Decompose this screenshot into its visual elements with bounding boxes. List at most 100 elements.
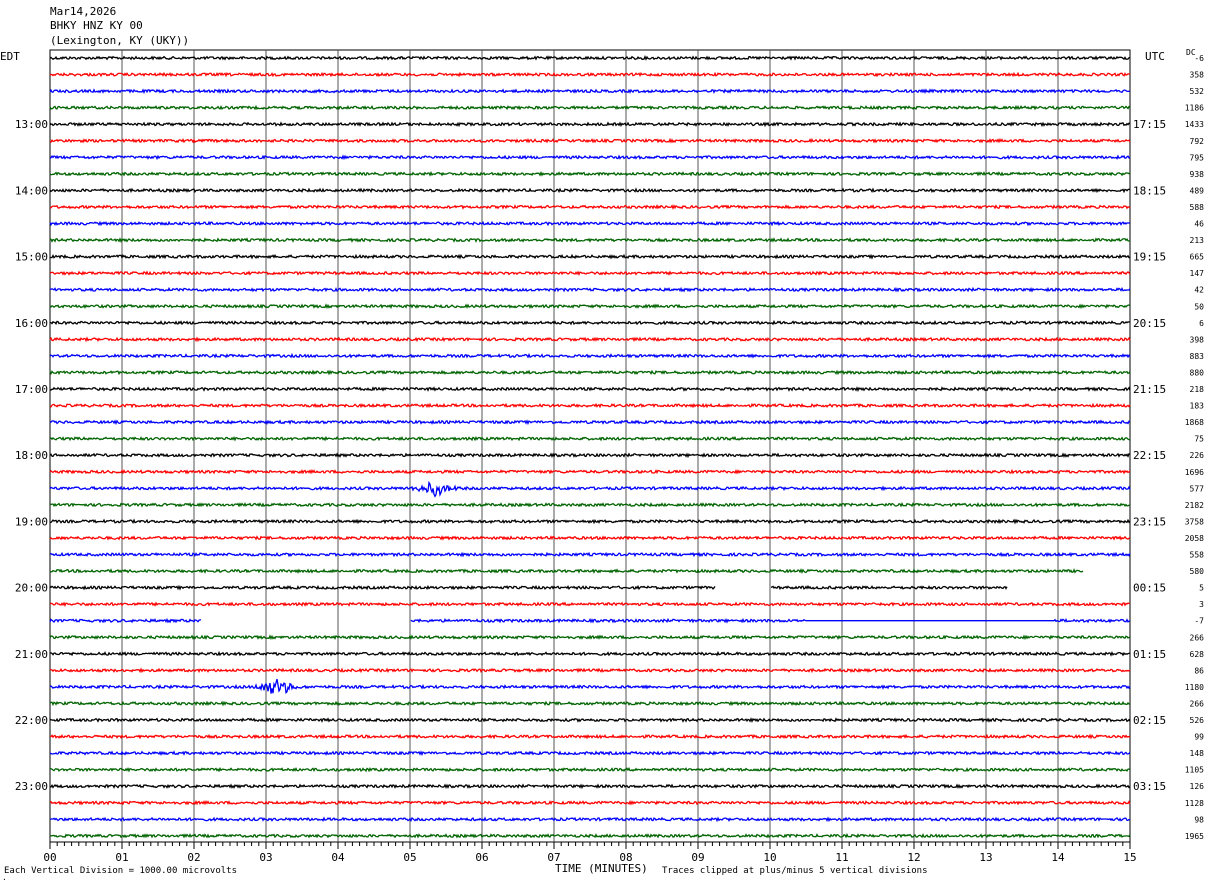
dc-offset-label: 1180 xyxy=(1185,683,1204,692)
trace-row xyxy=(49,480,1131,498)
dc-offset-label: 266 xyxy=(1190,699,1205,708)
x-tick-label: 03 xyxy=(259,851,272,864)
dc-offset-label: 5 xyxy=(1199,584,1204,593)
left-timezone-label: EDT xyxy=(0,50,20,63)
right-timezone-label: UTC xyxy=(1145,50,1165,63)
trace-row xyxy=(49,584,1008,591)
traces xyxy=(49,54,1131,839)
dc-offset-label: 6 xyxy=(1199,319,1204,328)
right-hour-label: 01:15 xyxy=(1133,648,1166,661)
trace-row xyxy=(49,71,1131,78)
left-hour-label: 21:00 xyxy=(15,648,48,661)
dc-offset-label: 86 xyxy=(1194,666,1204,675)
trace-row xyxy=(49,154,1131,161)
header-station: BHKY HNZ KY 00 xyxy=(50,19,143,32)
right-hour-label: 23:15 xyxy=(1133,515,1166,528)
trace-row xyxy=(49,452,1131,459)
dc-offset-label: 213 xyxy=(1190,236,1205,245)
dc-offset-label: 358 xyxy=(1190,71,1205,80)
x-tick-label: 15 xyxy=(1123,851,1136,864)
left-hour-label: 13:00 xyxy=(15,118,48,131)
x-tick-label: 01 xyxy=(115,851,128,864)
x-tick-label: 14 xyxy=(1051,851,1065,864)
left-hour-label: 20:00 xyxy=(15,582,48,595)
trace-row xyxy=(49,319,1131,326)
trace-row xyxy=(49,402,1131,409)
clip-note: Traces clipped at plus/minus 5 vertical … xyxy=(662,866,928,876)
right-hour-label: 20:15 xyxy=(1133,317,1166,330)
dc-offset-label: 1128 xyxy=(1185,799,1204,808)
dc-offset-label: 1186 xyxy=(1185,104,1204,113)
trace-row xyxy=(49,783,1131,790)
trace-row xyxy=(49,601,1131,608)
grid xyxy=(49,49,1131,843)
dc-offset-label: 46 xyxy=(1194,220,1204,229)
dc-offset-label: 580 xyxy=(1190,567,1205,576)
trace-row xyxy=(49,667,1131,674)
trace-row xyxy=(49,750,1131,757)
dc-offset-label: 126 xyxy=(1190,782,1205,791)
trace-row xyxy=(49,121,1131,128)
trace-row xyxy=(49,617,1131,624)
dc-offset-label: 3 xyxy=(1199,600,1204,609)
trace-row xyxy=(49,104,1131,111)
trace-row xyxy=(49,220,1131,227)
trace-row xyxy=(49,336,1131,343)
dc-offset-label: 792 xyxy=(1190,137,1205,146)
trace-row xyxy=(49,634,1131,641)
plot-frame xyxy=(49,49,1131,843)
dc-offset-label: 42 xyxy=(1194,286,1204,295)
x-axis-title: TIME (MINUTES) xyxy=(555,862,648,875)
dc-offset-label: 526 xyxy=(1190,716,1205,725)
trace-row xyxy=(49,717,1131,723)
trace-row xyxy=(49,799,1131,806)
trace-row xyxy=(49,678,1131,695)
dc-offset-label: 99 xyxy=(1194,733,1204,742)
dc-offset-label: 2182 xyxy=(1185,501,1204,510)
hour-labels: -6 358 532 1186 1433 792 795 938 489 588 46 213 665 1… xyxy=(15,54,1204,841)
dc-offset-label: 1105 xyxy=(1185,766,1204,775)
left-hour-label: 14:00 xyxy=(15,184,48,197)
right-hour-label: 22:15 xyxy=(1133,449,1166,462)
dc-offset-label: 218 xyxy=(1190,385,1205,394)
dc-offset-label: 795 xyxy=(1190,153,1205,162)
dc-offset-label: 2058 xyxy=(1185,534,1204,543)
dc-offset-label: 558 xyxy=(1190,551,1205,560)
dc-offset-label: 1868 xyxy=(1185,418,1204,427)
dc-offset-label: -7 xyxy=(1194,617,1204,626)
dc-offset-label: 1965 xyxy=(1185,832,1204,841)
trace-row xyxy=(49,170,1131,177)
dc-offset-label: 50 xyxy=(1194,302,1204,311)
x-tick-label: 02 xyxy=(187,851,200,864)
trace-row xyxy=(49,468,1131,475)
right-hour-label: 21:15 xyxy=(1133,383,1166,396)
left-hour-label: 17:00 xyxy=(15,383,48,396)
dc-offset-label: 883 xyxy=(1190,352,1205,361)
right-hour-label: 18:15 xyxy=(1133,184,1166,197)
x-tick-label: 13 xyxy=(979,851,992,864)
left-hour-label: 16:00 xyxy=(15,317,48,330)
dc-offset-label: 183 xyxy=(1190,402,1205,411)
left-hour-label: 18:00 xyxy=(15,449,48,462)
x-tick-label: 12 xyxy=(907,851,920,864)
x-tick-label: 04 xyxy=(331,851,345,864)
trace-row xyxy=(49,204,1131,210)
x-axis: 00 01 02 03 04 05 06 07 08 09 10 11 12 13 14 15. xyxy=(2,842,1137,882)
trace-row xyxy=(50,551,1131,558)
dc-offset-label: 3758 xyxy=(1185,517,1204,526)
left-hour-label: 15:00 xyxy=(15,251,48,264)
trace-row xyxy=(49,568,1084,575)
trace-row xyxy=(49,286,1131,293)
x-tick-label: 11 xyxy=(835,851,848,864)
trace-row xyxy=(49,386,1131,392)
dc-offset-label: 147 xyxy=(1190,269,1205,278)
trace-row xyxy=(49,535,1131,541)
dc-offset-label: 489 xyxy=(1190,186,1205,195)
trace-row xyxy=(50,253,1131,260)
dc-offset-label: 266 xyxy=(1190,633,1205,642)
trace-row xyxy=(49,137,1131,144)
dc-offset-label: 588 xyxy=(1190,203,1205,212)
header-date: Mar14,2026 xyxy=(50,5,117,18)
left-hour-label: 23:00 xyxy=(15,780,48,793)
